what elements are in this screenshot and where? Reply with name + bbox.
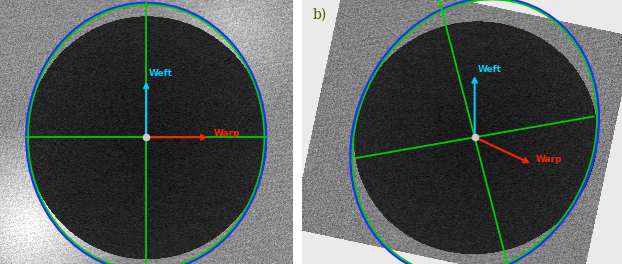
Text: Warp: Warp	[536, 155, 562, 164]
Text: Weft: Weft	[478, 65, 502, 74]
Point	[141, 135, 151, 139]
Text: Weft: Weft	[149, 69, 173, 78]
Text: Warp: Warp	[213, 129, 240, 138]
Text: b): b)	[312, 8, 327, 22]
Point	[470, 135, 480, 139]
